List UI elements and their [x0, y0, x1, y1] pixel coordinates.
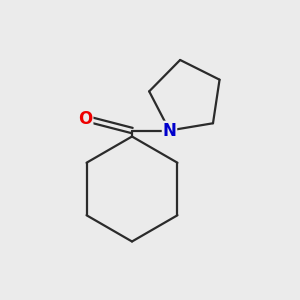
Text: O: O — [78, 110, 93, 128]
Text: N: N — [163, 122, 176, 140]
